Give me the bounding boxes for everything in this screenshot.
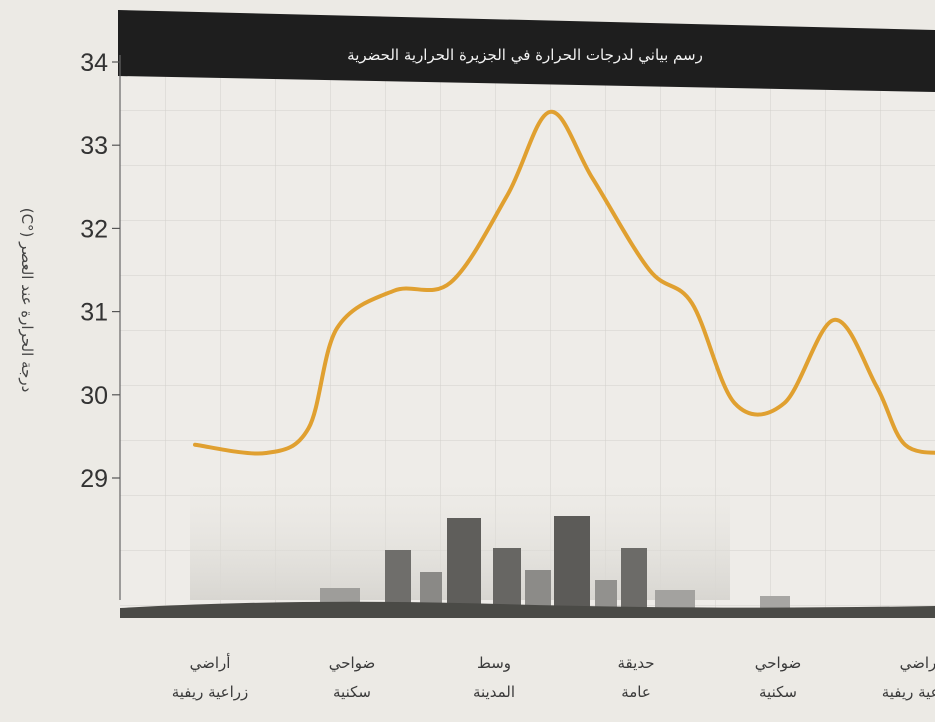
x-category-label: زراعية ريفية: [882, 683, 935, 701]
x-category-label: وسط: [477, 654, 511, 672]
skyline-building: [655, 590, 695, 610]
y-tick-label: 34: [80, 49, 108, 77]
y-axis-label: درجة الحرارة عند العصر (°C): [18, 208, 36, 393]
x-category-label: ضواحي: [755, 654, 801, 673]
x-category-label: سكنية: [759, 683, 797, 701]
x-category-label: حديقة: [618, 654, 655, 672]
skyline-building: [554, 516, 590, 610]
ground-strip: [120, 601, 935, 618]
y-tick-label: 30: [80, 382, 108, 410]
x-category-label: أراضي: [900, 653, 935, 673]
skyline-building: [385, 550, 411, 610]
skyline-building: [525, 570, 551, 610]
y-axis-ticks: 29 30 31 32 33 34: [80, 49, 120, 493]
y-tick-label: 33: [80, 132, 108, 160]
skyline-building: [447, 518, 481, 610]
x-category-labels: أراضي زراعية ريفية ضواحي سكنية وسط المدينة حدي…: [172, 653, 935, 701]
skyline-building: [760, 596, 790, 610]
title-bar: [118, 10, 935, 92]
x-category-label: ضواحي: [329, 654, 375, 673]
x-category-label: زراعية ريفية: [172, 683, 249, 701]
x-category-label: عامة: [621, 683, 651, 701]
temperature-series: [193, 109, 935, 456]
skyline-building: [595, 580, 617, 610]
x-category-label: أراضي: [190, 653, 231, 673]
y-tick-label: 31: [80, 299, 108, 327]
y-tick-label: 32: [80, 215, 108, 243]
chart-title: رسم بياني لدرجات الحرارة في الجزيرة الحر…: [347, 46, 703, 65]
temperature-line: [193, 109, 935, 456]
skyline-building: [420, 572, 442, 610]
city-skyline-illustration: [120, 480, 935, 618]
skyline-building: [493, 548, 521, 610]
x-category-label: سكنية: [333, 683, 371, 701]
skyline-building: [621, 548, 647, 610]
x-category-label: المدينة: [473, 683, 515, 701]
y-tick-label: 29: [80, 465, 108, 493]
